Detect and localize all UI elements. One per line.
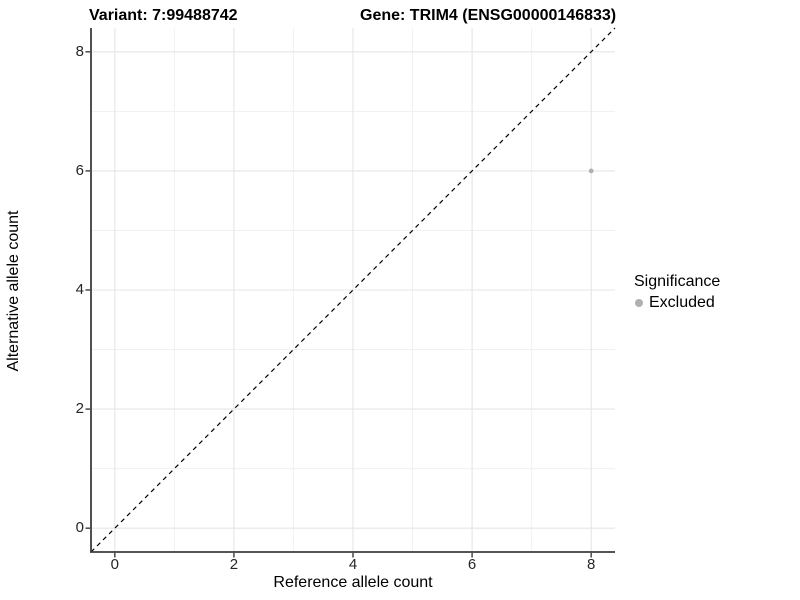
legend-item-excluded: Excluded	[634, 294, 720, 312]
plot-title-gene: Gene: TRIM4 (ENSG00000146833)	[360, 7, 617, 24]
y-tick-label: 2	[75, 400, 84, 418]
x-tick-label: 8	[587, 556, 596, 573]
x-tick-label: 6	[467, 556, 477, 573]
y-tick-label: 4	[75, 281, 84, 298]
legend: Significance Excluded	[634, 273, 720, 312]
y-tick-label: 8	[75, 42, 84, 60]
x-tick-label: 0	[110, 556, 119, 573]
x-axis-label: Reference allele count	[273, 574, 433, 591]
y-axis-label: Alternative allele count	[5, 210, 22, 372]
legend-title: Significance	[634, 273, 721, 290]
x-tick-label: 4	[348, 556, 358, 573]
x-tick-label: 2	[229, 556, 239, 573]
plot-title-variant: Variant: 7:99488742	[89, 7, 238, 24]
legend-point-icon	[635, 299, 643, 307]
y-tick-label: 6	[75, 161, 84, 179]
legend-item-label: Excluded	[649, 294, 715, 311]
y-tick-label: 0	[75, 519, 84, 537]
data-point	[588, 168, 594, 174]
